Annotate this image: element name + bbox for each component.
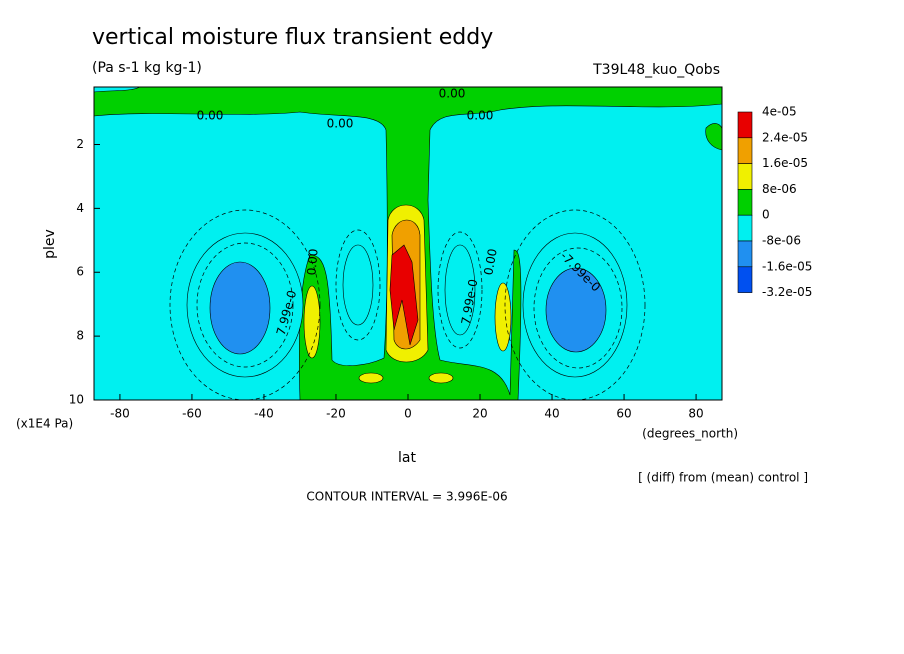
contour-fill <box>705 123 722 151</box>
contour-interval: CONTOUR INTERVAL = 3.996E-06 <box>306 490 507 504</box>
x-tick-label: 40 <box>544 407 559 421</box>
contour-fill <box>545 267 607 353</box>
contour-fill <box>209 261 271 355</box>
contour-line <box>504 209 646 400</box>
y-tick-label: 10 <box>69 393 84 407</box>
colorbar-label: 2.4e-05 <box>762 130 808 144</box>
contour-line <box>335 229 381 341</box>
colorbar-label: -8e-06 <box>762 234 801 248</box>
subtitle: (Pa s-1 kg kg-1) <box>92 60 202 76</box>
colorbar-box <box>737 111 753 139</box>
contour-label: 0.00 <box>327 117 354 131</box>
run-label: T39L48_kuo_Qobs <box>592 62 720 78</box>
y-tick-label: 4 <box>76 201 84 215</box>
x-axis-label: lat <box>398 450 416 466</box>
contour-label: 0.00 <box>467 109 494 123</box>
contour-label: 0.00 <box>304 248 320 276</box>
contour-label: 0.00 <box>481 248 499 277</box>
x-tick-label: -80 <box>110 407 130 421</box>
contour-label: 0.00 <box>439 87 466 101</box>
x-tick-label: 60 <box>616 407 631 421</box>
colorbar-label: 1.6e-05 <box>762 156 808 170</box>
y-tick-label: 8 <box>76 329 84 343</box>
x-units: (degrees_north) <box>642 427 738 441</box>
contour-fill <box>494 282 512 352</box>
colorbar-label: 4e-05 <box>762 105 797 119</box>
y-units: (x1E4 Pa) <box>16 417 73 431</box>
colorbar-box <box>737 240 753 268</box>
x-tick-label: -60 <box>182 407 202 421</box>
colorbar-label: -3.2e-05 <box>762 285 812 299</box>
y-tick-label: 6 <box>76 265 84 279</box>
chart-title: vertical moisture flux transient eddy <box>92 25 493 50</box>
colorbar-box <box>737 189 753 216</box>
colorbar-box <box>737 163 753 190</box>
x-tick-label: 80 <box>688 407 703 421</box>
colorbar-label: 8e-06 <box>762 182 797 196</box>
contour-line <box>437 231 483 349</box>
x-tick-label: -20 <box>326 407 346 421</box>
contour-fill <box>303 285 321 359</box>
contour-fill <box>389 244 419 346</box>
plot-area: 0.000.000.000.007.99e-00.007.99e-00.00 -7… <box>94 87 722 400</box>
x-tick-label: -40 <box>254 407 274 421</box>
contour-fill <box>444 244 476 336</box>
x-tick-label: 0 <box>404 407 412 421</box>
contour-fill <box>358 372 384 384</box>
y-tick-label: 2 <box>76 137 84 151</box>
contour-line <box>196 242 294 368</box>
contour-label: 0.00 <box>197 109 224 123</box>
colorbar-label: -1.6e-05 <box>762 259 812 273</box>
contour-line <box>169 209 321 400</box>
colorbar-box <box>737 137 753 164</box>
colorbar-box <box>737 266 753 293</box>
x-tick-label: 20 <box>472 407 487 421</box>
colorbar-box <box>737 214 753 242</box>
colorbar-label: 0 <box>762 208 770 222</box>
note: [ (diff) from (mean) control ] <box>638 471 808 485</box>
contour-fill <box>428 372 454 384</box>
contour-fill <box>342 244 374 326</box>
contour-line <box>533 247 623 369</box>
y-axis-label: plev <box>42 229 58 259</box>
